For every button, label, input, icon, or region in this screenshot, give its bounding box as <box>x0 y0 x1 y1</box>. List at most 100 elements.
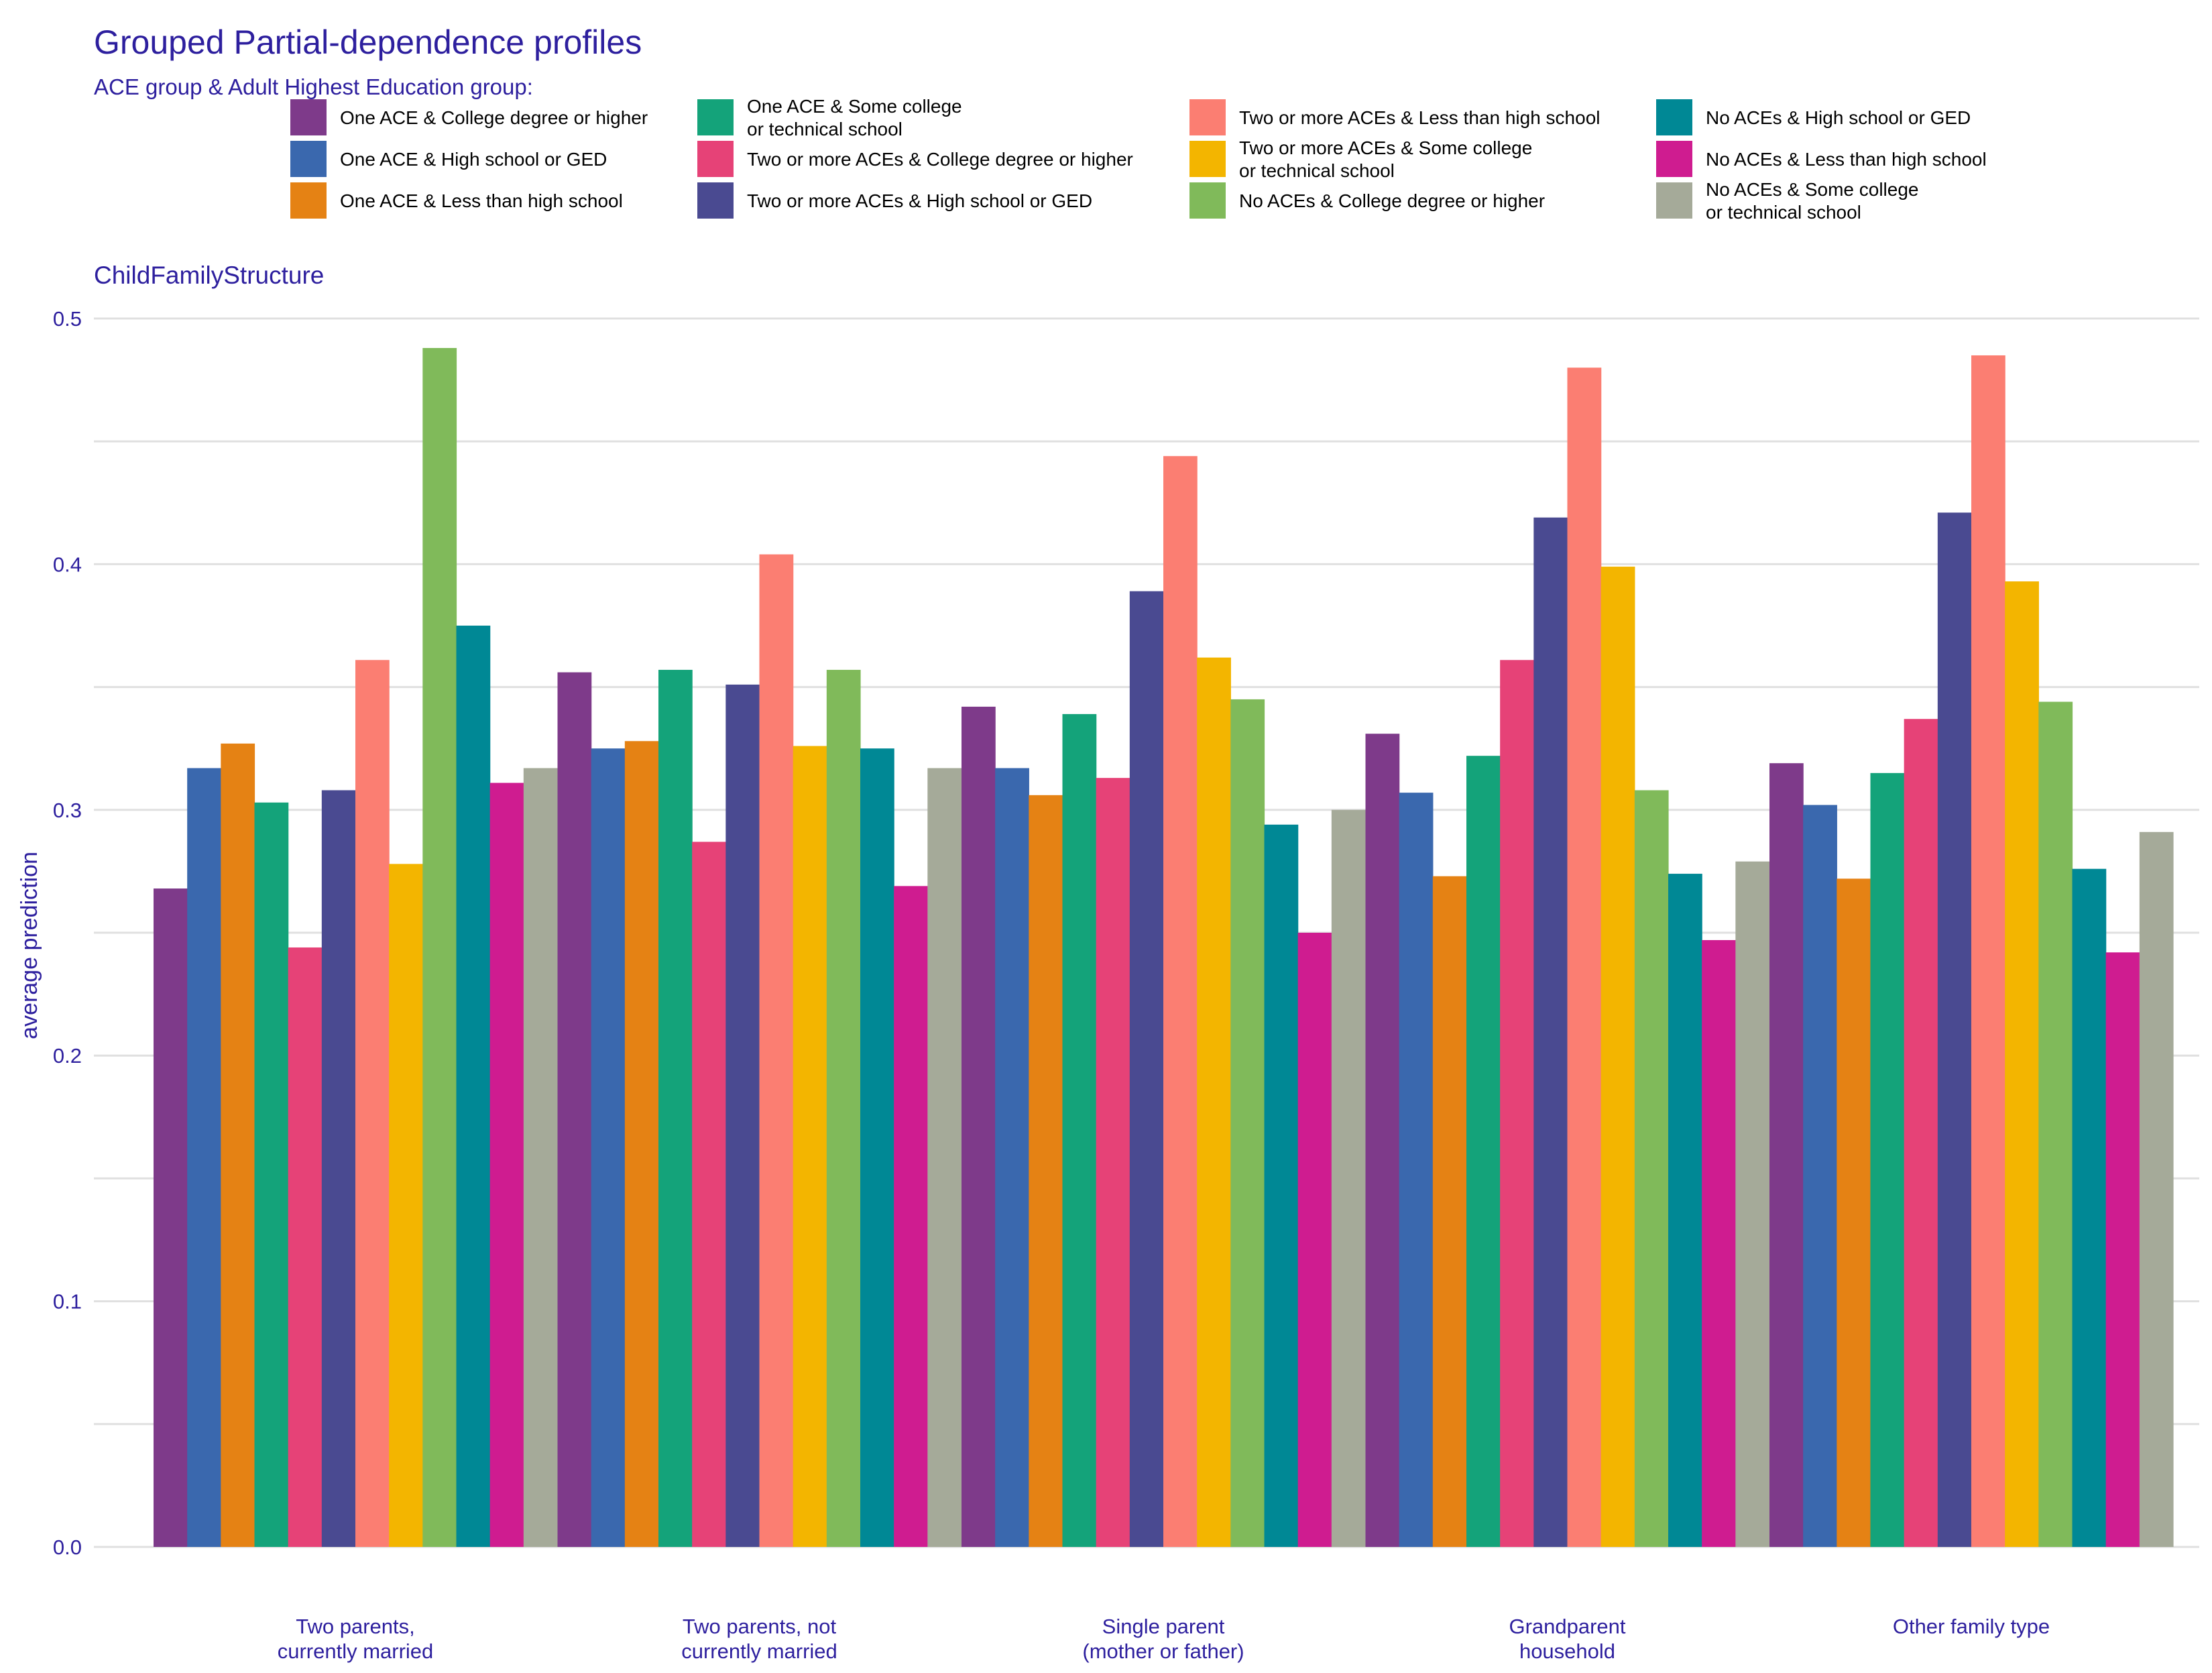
bar <box>523 768 558 1547</box>
y-tick-label: 0.3 <box>53 799 82 822</box>
bar <box>422 347 457 1547</box>
bar <box>1331 809 1366 1547</box>
bar <box>1264 824 1299 1547</box>
bar <box>154 888 188 1547</box>
legend-key <box>290 182 327 219</box>
legend-label: No ACEs & Less than high school <box>1706 149 1987 170</box>
bar <box>1129 591 1164 1548</box>
x-category-label: Other family type <box>1893 1615 2050 1638</box>
bar <box>1466 756 1501 1547</box>
legend-label: One ACE & Less than high school <box>340 190 623 211</box>
legend-label: No ACEs & Some college or technical schoo… <box>1706 179 1919 223</box>
y-axis-ticks: 0.0 0.1 0.2 0.3 0.4 0.5 <box>53 307 82 1559</box>
legend-key <box>1189 99 1226 135</box>
bar <box>1803 805 1837 1547</box>
bar <box>591 748 626 1547</box>
legend-label: Two or more ACEs & High school or GED <box>747 190 1092 211</box>
legend-key <box>1656 99 1692 135</box>
legend-label: One ACE & College degree or higher <box>340 107 648 128</box>
y-tick-label: 0.4 <box>53 553 82 576</box>
bar <box>1971 355 2005 1548</box>
bar <box>1837 878 1871 1547</box>
bar <box>1870 772 1905 1547</box>
bar <box>759 554 794 1547</box>
bar <box>1096 778 1130 1547</box>
bar <box>1634 790 1669 1547</box>
bar <box>962 706 996 1547</box>
y-tick-label: 0.2 <box>53 1044 82 1068</box>
bar <box>187 768 221 1547</box>
legend-key <box>1189 141 1226 177</box>
bar <box>2072 868 2107 1547</box>
legend-key <box>697 141 734 177</box>
bar <box>826 669 861 1548</box>
y-axis-label: average prediction <box>17 852 42 1039</box>
bar <box>2005 581 2039 1547</box>
bar <box>1432 876 1467 1547</box>
y-tick-label: 0.5 <box>53 307 82 331</box>
legend-label: One ACE & Some college or technical schoo… <box>747 96 962 139</box>
y-tick-label: 0.1 <box>53 1290 82 1314</box>
bar <box>1567 367 1602 1547</box>
legend: One ACE & College degree or higher One AC… <box>290 96 1987 223</box>
legend-key <box>1656 182 1692 219</box>
bar <box>1904 719 1938 1547</box>
legend-title: ACE group & Adult Highest Education grou… <box>94 74 533 99</box>
x-category-label: Two parents, currently married <box>278 1615 434 1663</box>
bar <box>894 886 928 1547</box>
legend-key <box>697 182 734 219</box>
bar <box>995 768 1029 1547</box>
legend-key <box>1656 141 1692 177</box>
bar <box>557 672 592 1547</box>
bar <box>221 743 255 1547</box>
legend-key <box>290 99 327 135</box>
bar <box>860 748 894 1547</box>
legend-label: Two or more ACEs & College degree or hig… <box>747 149 1133 170</box>
bar <box>321 790 356 1547</box>
x-axis-categories: Two parents, currently married Two parents… <box>278 1615 2050 1663</box>
bar <box>489 783 524 1547</box>
bar <box>793 746 827 1547</box>
bar <box>1399 793 1434 1547</box>
legend-label: Two or more ACEs & Less than high school <box>1239 107 1600 128</box>
bar <box>355 660 390 1547</box>
legend-label: Two or more ACEs & Some college or techni… <box>1239 137 1532 181</box>
bar <box>1297 933 1332 1547</box>
bar <box>927 768 962 1547</box>
bar <box>692 842 726 1547</box>
legend-key <box>1189 182 1226 219</box>
bar <box>2038 701 2073 1547</box>
x-category-label: Single parent (mother or father) <box>1082 1615 1244 1663</box>
legend-label: No ACEs & College degree or higher <box>1239 190 1545 211</box>
x-category-label: Grandparent household <box>1509 1615 1625 1663</box>
bar <box>1937 512 1972 1548</box>
legend-key <box>697 99 734 135</box>
bar <box>1029 795 1063 1547</box>
bar <box>1769 763 1804 1547</box>
bars <box>154 347 2174 1548</box>
legend-key <box>290 141 327 177</box>
bar <box>1365 734 1400 1547</box>
legend-label: One ACE & High school or GED <box>340 149 607 170</box>
bar <box>1062 713 1097 1547</box>
bar <box>1533 517 1568 1547</box>
bar <box>1702 939 1736 1547</box>
bar <box>1668 874 1702 1547</box>
bar <box>658 669 693 1548</box>
bar <box>1163 456 1198 1548</box>
bar <box>2105 952 2140 1547</box>
bar <box>1735 861 1770 1547</box>
bar <box>1230 699 1265 1547</box>
bar <box>389 864 423 1547</box>
bar <box>2139 831 2174 1547</box>
bar <box>725 684 760 1548</box>
bar <box>456 626 491 1547</box>
bar <box>624 741 659 1547</box>
bar <box>1600 567 1635 1547</box>
bar <box>254 802 289 1547</box>
bar <box>1500 660 1534 1547</box>
y-tick-label: 0.0 <box>53 1536 82 1559</box>
legend-label: No ACEs & High school or GED <box>1706 107 1971 128</box>
bar <box>1197 657 1231 1547</box>
